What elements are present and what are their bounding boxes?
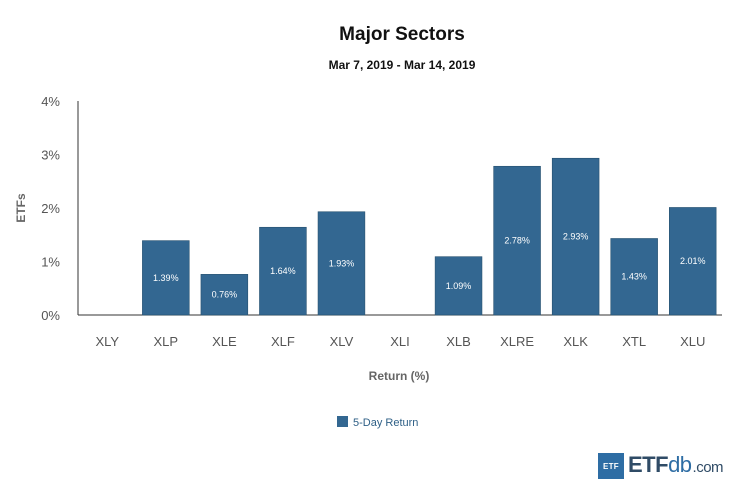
- x-axis-label: Return (%): [369, 369, 430, 383]
- etf-logo-box: ETF: [598, 453, 624, 479]
- y-tick-label: 3%: [41, 148, 60, 163]
- y-tick-label: 4%: [41, 94, 60, 109]
- logo-accent: db: [668, 451, 692, 477]
- bar-value-label: 1.64%: [270, 266, 296, 276]
- legend: 5-Day Return: [337, 416, 418, 429]
- y-axis-label: ETFs: [14, 193, 28, 223]
- x-tick-label: XLI: [390, 334, 410, 349]
- plot-area: 0% 1% 2% 3% 4% XLY XLP 1.39% XLE 0.76% XLF 1.64% XLV…: [41, 94, 722, 349]
- legend-swatch: [337, 416, 348, 427]
- bar-value-label: 1.09%: [446, 281, 472, 291]
- bar-xlb[interactable]: [434, 256, 483, 316]
- y-tick-label: 1%: [41, 255, 60, 270]
- x-tick-label: XLU: [680, 334, 705, 349]
- x-tick-label: XLF: [271, 334, 295, 349]
- bar-xtl[interactable]: [610, 238, 658, 316]
- x-tick-label: XLY: [95, 334, 119, 349]
- x-tick-label: XLB: [446, 334, 471, 349]
- x-tick-label: XLRE: [500, 334, 534, 349]
- bar-xlp[interactable]: [142, 240, 190, 316]
- chart-subtitle: Mar 7, 2019 - Mar 14, 2019: [329, 58, 476, 72]
- bar-xle[interactable]: [200, 274, 249, 316]
- x-tick-label: XLK: [563, 334, 588, 349]
- logo-wordmark: ETFdb.com: [628, 451, 724, 481]
- x-tick-label: XTL: [622, 334, 646, 349]
- bar-value-label: 2.93%: [563, 232, 589, 242]
- bar-xlre[interactable]: [493, 165, 541, 316]
- legend-label: 5-Day Return: [353, 417, 418, 429]
- bar-value-label: 1.93%: [329, 258, 355, 268]
- bar-value-label: 2.78%: [504, 236, 530, 246]
- bar-value-label: 2.01%: [680, 256, 706, 266]
- bar-value-label: 0.76%: [212, 290, 238, 300]
- y-tick-label: 2%: [41, 201, 60, 216]
- chart-title: Major Sectors: [339, 24, 465, 45]
- x-tick-label: XLE: [212, 334, 237, 349]
- logo-main: ETF: [628, 451, 669, 477]
- x-tick-label: XLV: [330, 334, 354, 349]
- logo-suffix: .com: [692, 458, 724, 476]
- bar-xlf[interactable]: [259, 226, 307, 316]
- bar-xlv[interactable]: [317, 211, 366, 316]
- bar-value-label: 1.39%: [153, 273, 179, 283]
- x-tick-label: XLP: [154, 334, 179, 349]
- bar-xlu[interactable]: [669, 207, 717, 316]
- bar-value-label: 1.43%: [621, 272, 647, 282]
- sector-return-chart: Major Sectors Mar 7, 2019 - Mar 14, 2019…: [14, 24, 722, 429]
- etfdb-logo[interactable]: ETF ETFdb.com: [598, 451, 724, 481]
- bar-xlk[interactable]: [551, 157, 600, 316]
- y-tick-label: 0%: [41, 308, 60, 323]
